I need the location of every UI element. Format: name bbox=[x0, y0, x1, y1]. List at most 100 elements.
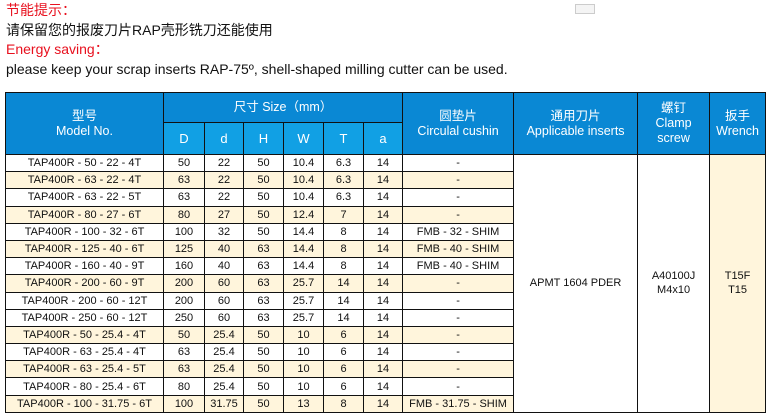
cell-model: TAP400R - 80 - 27 - 6T bbox=[5, 205, 164, 224]
cell-model: TAP400R - 63 - 22 - 4T bbox=[5, 171, 164, 190]
cell-h: 50 bbox=[243, 205, 284, 224]
en-title: Energy saving： bbox=[6, 41, 109, 57]
cell-d-small: 40 bbox=[204, 239, 244, 259]
cell-model: TAP400R - 100 - 31.75 - 6T bbox=[5, 394, 164, 413]
header-dim-a: a bbox=[362, 122, 404, 155]
cell-t: 8 bbox=[323, 394, 364, 413]
cell-t: 6 bbox=[323, 377, 364, 396]
cell-model: TAP400R - 100 - 32 - 6T bbox=[5, 222, 164, 241]
table-row: TAP400R - 160 - 40 - 9T 160 40 63 14.4 8 14 FMB… bbox=[5, 257, 766, 276]
cell-d: 50 bbox=[163, 325, 205, 345]
cell-a: 14 bbox=[362, 171, 404, 190]
cell-a: 14 bbox=[362, 188, 404, 207]
cell-d: 125 bbox=[163, 239, 205, 259]
cell-d: 160 bbox=[163, 257, 205, 276]
cell-wrench-line: T15F bbox=[724, 270, 751, 283]
cell-w: 10 bbox=[283, 343, 324, 362]
cell-wrench-line: T15 bbox=[728, 284, 748, 297]
cell-cushion: - bbox=[402, 153, 515, 173]
cell-h: 63 bbox=[243, 291, 284, 310]
cell-w: 10 bbox=[283, 377, 324, 396]
cell-d: 63 bbox=[163, 343, 205, 362]
cell-inserts: APMT 1604 PDER bbox=[513, 154, 639, 413]
header-model: 型号 Model No. bbox=[5, 92, 164, 155]
cell-cushion: FMB - 40 - SHIM bbox=[402, 257, 515, 276]
cell-wrench: T15F T15 bbox=[709, 154, 767, 413]
cell-h: 50 bbox=[243, 153, 284, 173]
cell-t: 6.3 bbox=[323, 171, 364, 190]
cell-model: TAP400R - 63 - 25.4 - 4T bbox=[5, 343, 164, 362]
header-wrench: 扳手 Wrench bbox=[709, 92, 767, 155]
cell-d-small: 22 bbox=[204, 153, 244, 173]
cell-h: 63 bbox=[243, 239, 284, 259]
cell-a: 14 bbox=[362, 239, 404, 259]
cell-d: 200 bbox=[163, 291, 205, 310]
cell-w: 13 bbox=[283, 394, 324, 413]
table-row: TAP400R - 63 - 25.4 - 4T 63 25.4 50 10 6 14- bbox=[5, 343, 766, 362]
cell-h: 63 bbox=[243, 308, 284, 327]
cell-w: 25.7 bbox=[283, 291, 324, 310]
cell-d-small: 60 bbox=[204, 308, 244, 327]
cell-a: 14 bbox=[362, 274, 404, 293]
cell-t: 7 bbox=[323, 205, 364, 224]
cell-model: TAP400R - 160 - 40 - 9T bbox=[5, 257, 164, 276]
cn-title: 节能提示： bbox=[6, 2, 76, 18]
cell-d: 100 bbox=[163, 394, 205, 413]
header-size: 尺寸 Size（mm） bbox=[162, 92, 404, 123]
cell-w: 14.4 bbox=[283, 257, 324, 276]
cell-w: 14.4 bbox=[283, 222, 324, 241]
table-row: TAP400R - 63 - 22 - 5T 63 22 50 10.4 6.3 14- bbox=[5, 188, 766, 207]
cell-d-small: 60 bbox=[204, 274, 244, 293]
cell-d-small: 25.4 bbox=[204, 377, 244, 396]
header-screw: 螺钉 Clamp screw bbox=[637, 92, 711, 155]
header-dim-H: H bbox=[243, 122, 284, 155]
table-row: TAP400R - 80 - 25.4 - 6T 80 25.4 50 10 6 14- bbox=[5, 377, 766, 396]
en-text: please keep your scrap inserts RAP-75º, … bbox=[6, 60, 508, 77]
cell-d: 50 bbox=[163, 153, 205, 173]
cell-t: 14 bbox=[323, 308, 364, 327]
header-dim-D: D bbox=[163, 122, 205, 155]
cell-a: 14 bbox=[362, 377, 404, 396]
cell-t: 6 bbox=[323, 325, 364, 345]
cell-t: 8 bbox=[323, 239, 364, 259]
header-dim-d: d bbox=[204, 122, 244, 155]
cell-a: 14 bbox=[362, 257, 404, 276]
cell-model: TAP400R - 200 - 60 - 9T bbox=[5, 274, 164, 293]
cell-w: 10.4 bbox=[283, 153, 324, 173]
cell-w: 25.7 bbox=[283, 274, 324, 293]
table-row: TAP400R - 100 - 31.75 - 6T 100 31.75 50 13 8 1… bbox=[5, 394, 766, 413]
cell-h: 50 bbox=[243, 188, 284, 207]
cell-model: TAP400R - 63 - 22 - 5T bbox=[5, 188, 164, 207]
cell-h: 50 bbox=[243, 394, 284, 413]
cell-d-small: 60 bbox=[204, 291, 244, 310]
cell-cushion: - bbox=[402, 343, 515, 362]
cell-d-small: 25.4 bbox=[204, 325, 244, 345]
header-dim-T: T bbox=[323, 122, 364, 155]
table-row: TAP400R - 50 - 25.4 - 4T 50 25.4 50 10 6 14- bbox=[5, 325, 766, 345]
cell-cushion: - bbox=[402, 360, 515, 379]
cell-cushion: - bbox=[402, 171, 515, 190]
cell-model: TAP400R - 50 - 25.4 - 4T bbox=[5, 325, 164, 345]
cell-t: 14 bbox=[323, 291, 364, 310]
table-row: TAP400R - 200 - 60 - 9T 200 60 63 25.7 14 14- bbox=[5, 274, 766, 293]
cell-model: TAP400R - 250 - 60 - 12T bbox=[5, 308, 164, 327]
cell-w: 12.4 bbox=[283, 205, 324, 224]
cell-h: 50 bbox=[243, 325, 284, 345]
cell-w: 25.7 bbox=[283, 308, 324, 327]
cell-d: 200 bbox=[163, 274, 205, 293]
cell-h: 50 bbox=[243, 171, 284, 190]
cell-a: 14 bbox=[362, 291, 404, 310]
header-cushion: 圆垫片 Circulal cushin bbox=[402, 92, 515, 155]
cell-model: TAP400R - 63 - 25.4 - 5T bbox=[5, 360, 164, 379]
cell-w: 10.4 bbox=[283, 171, 324, 190]
cell-a: 14 bbox=[362, 394, 404, 413]
cell-t: 14 bbox=[323, 274, 364, 293]
cell-cushion: - bbox=[402, 205, 515, 224]
cell-cushion: - bbox=[402, 188, 515, 207]
cell-h: 63 bbox=[243, 257, 284, 276]
cell-screw-line: M4x10 bbox=[657, 284, 691, 297]
cell-h: 50 bbox=[243, 343, 284, 362]
cell-cushion: - bbox=[402, 325, 515, 345]
cell-inserts-line: APMT 1604 PDER bbox=[529, 277, 622, 290]
cell-a: 14 bbox=[362, 308, 404, 327]
